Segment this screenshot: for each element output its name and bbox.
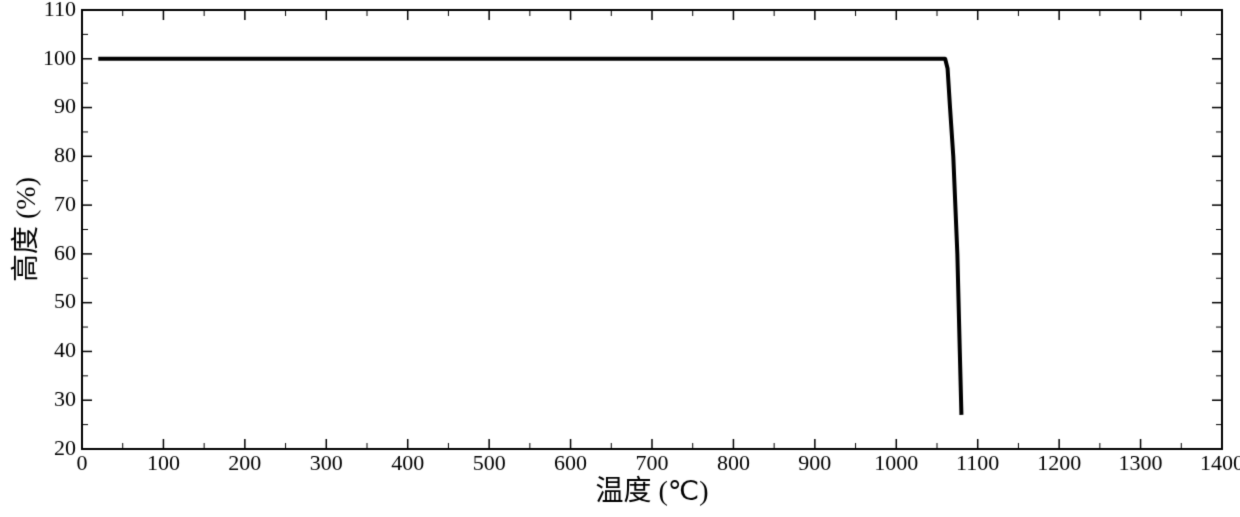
chart-figure <box>0 0 1240 517</box>
chart-canvas <box>0 0 1240 517</box>
